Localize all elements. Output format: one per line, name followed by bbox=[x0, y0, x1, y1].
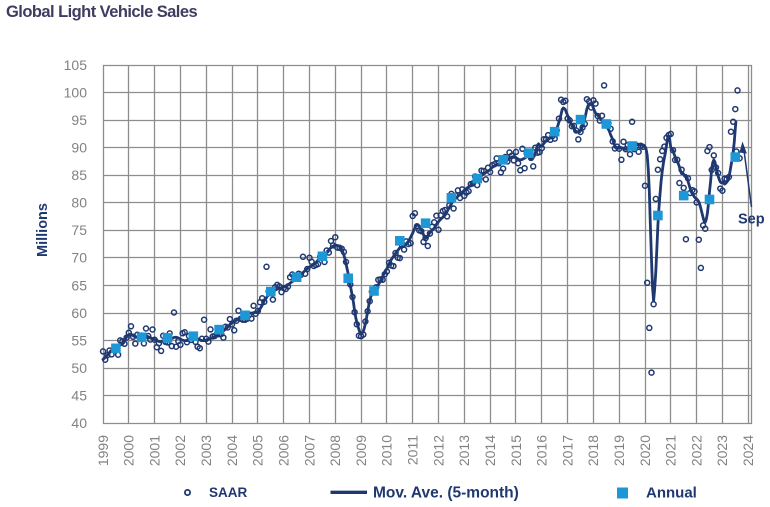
svg-text:2016: 2016 bbox=[534, 435, 550, 466]
svg-text:2022: 2022 bbox=[688, 435, 704, 466]
svg-text:100: 100 bbox=[64, 84, 88, 100]
svg-text:2006: 2006 bbox=[276, 435, 292, 466]
svg-text:2014: 2014 bbox=[482, 435, 498, 466]
svg-text:75: 75 bbox=[71, 222, 87, 238]
svg-text:2021: 2021 bbox=[663, 435, 679, 466]
svg-text:45: 45 bbox=[71, 388, 87, 404]
svg-text:SAAR: SAAR bbox=[209, 485, 248, 500]
svg-text:85: 85 bbox=[71, 167, 87, 183]
svg-text:2005: 2005 bbox=[250, 435, 266, 466]
svg-text:95: 95 bbox=[71, 112, 87, 128]
svg-text:90: 90 bbox=[71, 140, 87, 156]
svg-text:65: 65 bbox=[71, 277, 87, 293]
svg-text:1999: 1999 bbox=[95, 435, 111, 466]
svg-text:2003: 2003 bbox=[198, 435, 214, 466]
svg-text:2020: 2020 bbox=[637, 435, 653, 466]
svg-text:2015: 2015 bbox=[508, 435, 524, 466]
svg-text:Mov. Ave. (5-month): Mov. Ave. (5-month) bbox=[373, 485, 519, 502]
svg-text:2018: 2018 bbox=[585, 435, 601, 466]
svg-text:40: 40 bbox=[71, 415, 87, 431]
svg-text:2010: 2010 bbox=[379, 435, 395, 466]
svg-text:Annual: Annual bbox=[646, 485, 697, 502]
svg-text:50: 50 bbox=[71, 360, 87, 376]
svg-text:2002: 2002 bbox=[172, 435, 188, 466]
svg-text:2009: 2009 bbox=[353, 435, 369, 466]
svg-text:2013: 2013 bbox=[456, 435, 472, 466]
svg-text:2019: 2019 bbox=[611, 435, 627, 466]
svg-text:2008: 2008 bbox=[327, 435, 343, 466]
svg-text:2000: 2000 bbox=[121, 435, 137, 466]
svg-text:2001: 2001 bbox=[146, 435, 162, 466]
svg-text:Sep: Sep bbox=[738, 212, 765, 228]
svg-text:70: 70 bbox=[71, 250, 87, 266]
svg-text:2004: 2004 bbox=[224, 435, 240, 466]
svg-text:Global Light Vehicle Sales: Global Light Vehicle Sales bbox=[6, 3, 197, 21]
svg-text:2012: 2012 bbox=[430, 435, 446, 466]
svg-text:2024: 2024 bbox=[740, 435, 756, 466]
svg-text:55: 55 bbox=[71, 332, 87, 348]
svg-text:2011: 2011 bbox=[405, 435, 421, 465]
svg-text:105: 105 bbox=[64, 57, 88, 73]
svg-text:2007: 2007 bbox=[301, 435, 317, 466]
svg-text:2023: 2023 bbox=[714, 435, 730, 466]
svg-text:60: 60 bbox=[71, 305, 87, 321]
svg-text:2017: 2017 bbox=[559, 435, 575, 466]
svg-text:Millions: Millions bbox=[35, 203, 51, 257]
svg-text:80: 80 bbox=[71, 195, 87, 211]
